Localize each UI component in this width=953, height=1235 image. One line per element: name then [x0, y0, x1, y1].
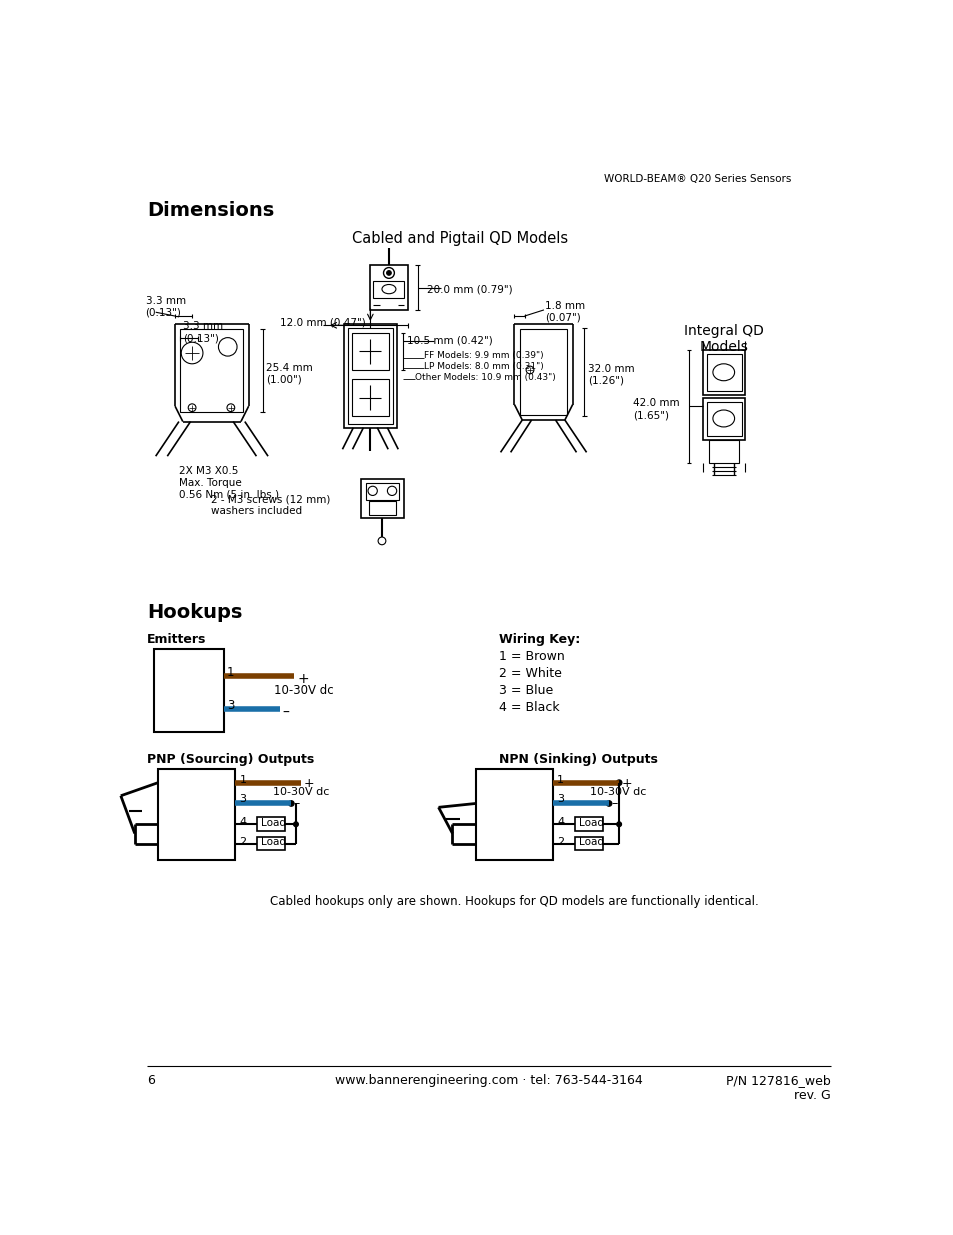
Bar — [708, 440, 739, 463]
Bar — [369, 266, 408, 310]
Text: 1: 1 — [239, 776, 246, 785]
Bar — [352, 333, 389, 370]
Text: 32.0 mm
(1.26"): 32.0 mm (1.26") — [587, 364, 634, 385]
Bar — [519, 330, 567, 415]
Bar — [257, 836, 285, 851]
Text: Load: Load — [261, 818, 286, 829]
Text: Emitters: Emitters — [147, 634, 206, 646]
Bar — [154, 648, 224, 732]
Text: Cabled and Pigtail QD Models: Cabled and Pigtail QD Models — [352, 231, 567, 246]
Text: Load: Load — [578, 837, 603, 847]
Text: +: + — [303, 777, 314, 789]
Text: +: + — [620, 777, 632, 789]
Text: 3: 3 — [239, 794, 246, 804]
Text: –: – — [294, 798, 299, 810]
Text: 2 = White: 2 = White — [498, 667, 561, 680]
Text: 10.5 mm (0.42"): 10.5 mm (0.42") — [406, 336, 492, 346]
Bar — [158, 769, 235, 860]
Bar — [180, 330, 243, 412]
Text: +: + — [297, 672, 309, 685]
Text: 6: 6 — [147, 1073, 154, 1087]
Text: Other Models: 10.9 mm (0.43"): Other Models: 10.9 mm (0.43") — [415, 373, 556, 382]
Text: 25.4 mm
(1.00"): 25.4 mm (1.00") — [266, 363, 313, 384]
Text: FF Models: 9.9 mm (0.39"): FF Models: 9.9 mm (0.39") — [423, 352, 543, 361]
Text: 20.0 mm (0.79"): 20.0 mm (0.79") — [427, 284, 512, 294]
Text: www.bannerengineering.com · tel: 763-544-3164: www.bannerengineering.com · tel: 763-544… — [335, 1073, 642, 1087]
Text: –: – — [611, 798, 617, 810]
Text: Integral QD
Models: Integral QD Models — [683, 324, 763, 354]
Bar — [476, 769, 553, 860]
Bar — [348, 327, 393, 424]
Text: 3: 3 — [557, 794, 563, 804]
Bar — [706, 401, 740, 436]
Text: 1: 1 — [227, 667, 234, 679]
Text: Hookups: Hookups — [147, 603, 242, 621]
Text: Wiring Key:: Wiring Key: — [498, 634, 579, 646]
Text: 4 = Black: 4 = Black — [498, 701, 559, 714]
Bar — [373, 280, 404, 298]
Text: Cabled hookups only are shown. Hookups for QD models are functionally identical.: Cabled hookups only are shown. Hookups f… — [270, 895, 759, 908]
Bar — [365, 483, 398, 500]
Text: 10-30V dc: 10-30V dc — [590, 787, 646, 798]
Bar — [702, 398, 744, 440]
Text: PNP (Sourcing) Outputs: PNP (Sourcing) Outputs — [147, 753, 314, 767]
Text: 4: 4 — [557, 816, 563, 826]
Bar — [706, 353, 740, 390]
Circle shape — [294, 823, 298, 826]
Text: P/N 127816_web
rev. G: P/N 127816_web rev. G — [725, 1073, 830, 1102]
Circle shape — [616, 781, 621, 785]
Bar — [257, 818, 285, 831]
Text: 1 = Brown: 1 = Brown — [498, 651, 564, 663]
Bar — [344, 324, 396, 427]
Text: 3 = Blue: 3 = Blue — [498, 684, 553, 697]
Text: 3: 3 — [227, 699, 234, 711]
Text: 1: 1 — [557, 776, 563, 785]
Text: 2X M3 X0.5
Max. Torque
0.56 Nm (5 in. lbs.): 2X M3 X0.5 Max. Torque 0.56 Nm (5 in. lb… — [179, 466, 279, 499]
Text: 2: 2 — [239, 836, 246, 846]
Text: WORLD-BEAM® Q20 Series Sensors: WORLD-BEAM® Q20 Series Sensors — [603, 174, 790, 184]
Bar — [575, 818, 602, 831]
Text: LP Models: 8.0 mm (0.31"): LP Models: 8.0 mm (0.31") — [423, 362, 543, 372]
Text: 3.3 mm
(0.13"): 3.3 mm (0.13") — [146, 296, 186, 317]
Text: 10-30V dc: 10-30V dc — [274, 684, 334, 697]
Bar — [352, 379, 389, 416]
Text: 2: 2 — [557, 836, 563, 846]
Text: 3.3 mm
(0.13"): 3.3 mm (0.13") — [183, 321, 223, 343]
Circle shape — [606, 800, 611, 806]
Circle shape — [617, 823, 620, 826]
Text: Load: Load — [578, 818, 603, 829]
Text: Load: Load — [261, 837, 286, 847]
Bar — [702, 350, 744, 395]
Text: Dimensions: Dimensions — [147, 200, 274, 220]
Text: –: – — [282, 705, 289, 720]
Bar — [360, 479, 403, 517]
Text: 4: 4 — [239, 816, 246, 826]
Text: 12.0 mm (0.47"): 12.0 mm (0.47") — [280, 317, 366, 327]
Circle shape — [289, 800, 294, 806]
Text: 2 - M3 screws (12 mm)
washers included: 2 - M3 screws (12 mm) washers included — [211, 495, 330, 516]
Text: 1.8 mm
(0.07"): 1.8 mm (0.07") — [545, 300, 585, 322]
Circle shape — [386, 270, 391, 275]
Text: 42.0 mm
(1.65"): 42.0 mm (1.65") — [633, 399, 679, 420]
Bar — [369, 501, 395, 515]
Text: NPN (Sinking) Outputs: NPN (Sinking) Outputs — [498, 753, 658, 767]
Bar — [575, 836, 602, 851]
Text: 10-30V dc: 10-30V dc — [273, 787, 329, 798]
